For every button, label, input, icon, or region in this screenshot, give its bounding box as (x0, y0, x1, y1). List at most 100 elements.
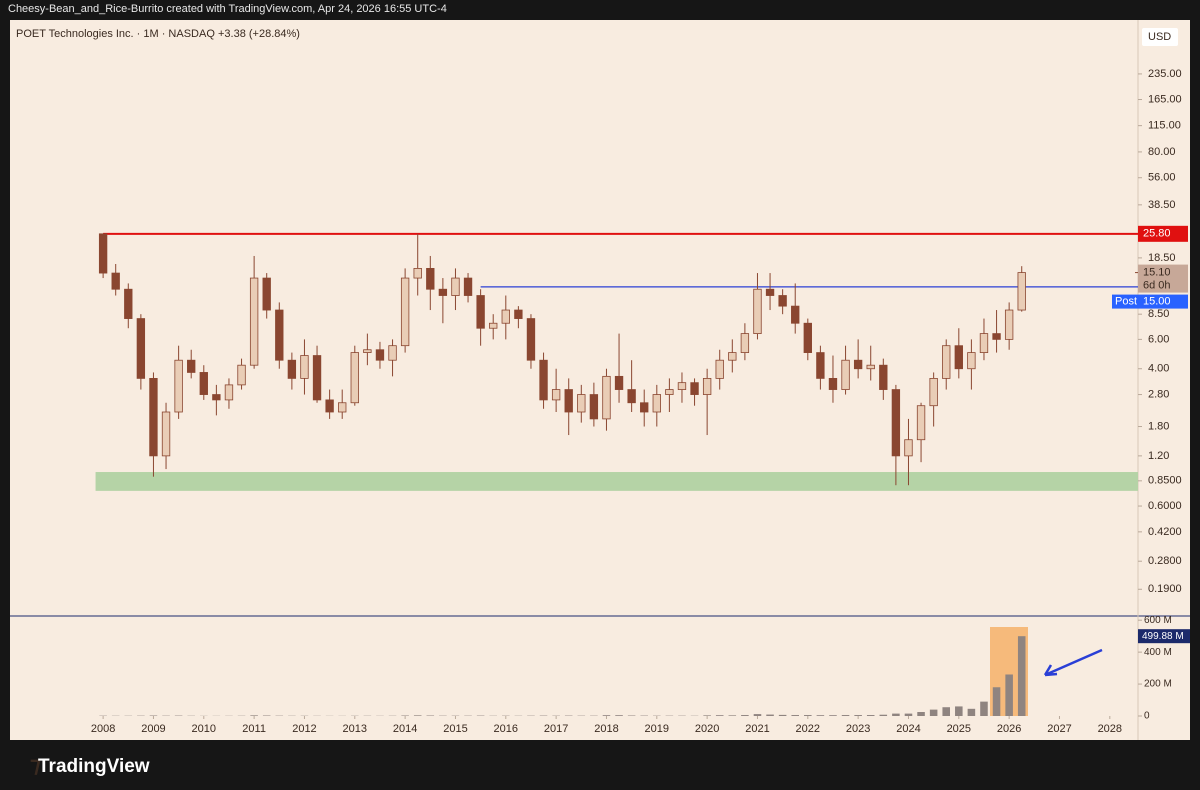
y-tick-label: 0.6000 (1148, 500, 1182, 512)
volume-bar (1005, 674, 1013, 716)
volume-bar (766, 714, 774, 716)
y-tick-label: 115.00 (1148, 120, 1181, 132)
volume-bar (791, 715, 799, 716)
volume-bar (715, 715, 724, 716)
candle-body (526, 318, 536, 361)
candle-body (1017, 272, 1026, 311)
candle-body (879, 364, 888, 390)
volume-bar (892, 713, 900, 716)
change: +3.38 (+28.84%) (218, 28, 300, 40)
y-tick-label: 165.00 (1148, 93, 1182, 105)
volume-bar (250, 715, 258, 716)
logo: ⁊ (30, 752, 41, 777)
volume-bar (804, 715, 812, 716)
candle-body (312, 355, 322, 401)
x-tick-label: 2018 (594, 723, 618, 735)
candle-body (212, 394, 221, 401)
candle-body (136, 318, 146, 379)
candle-body (501, 309, 510, 324)
x-tick-label: 2017 (544, 723, 568, 735)
v-tick-label: 600 M (1144, 615, 1172, 626)
candle-body (589, 394, 599, 420)
last-price-box (1138, 264, 1188, 293)
volume-bar (866, 715, 875, 716)
candle-body (992, 333, 1001, 340)
candle-body (715, 359, 724, 379)
candle-body (677, 382, 687, 390)
x-tick-label: 2020 (695, 723, 719, 735)
candle-body (828, 377, 838, 390)
y-tick-label: 38.50 (1148, 199, 1176, 211)
chart-title: POET Technologies Inc. · 1M · NASDAQ (16, 28, 215, 40)
candle-body (237, 364, 246, 386)
candle-body (363, 349, 372, 353)
candle-body (476, 295, 485, 329)
currency: USD (1148, 31, 1171, 43)
candle-body (388, 345, 397, 361)
candle-body (967, 352, 976, 370)
candle-body (262, 277, 271, 311)
volume-bar (879, 714, 888, 716)
candle-body (564, 389, 573, 413)
x-tick-label: 2026 (997, 723, 1021, 735)
candle-body (891, 389, 901, 457)
volume-bar (1017, 636, 1026, 716)
volume-bar (942, 707, 950, 716)
v-tick-label: 200 M (1144, 679, 1172, 690)
volume-bar (917, 712, 925, 716)
candle-body (489, 322, 498, 329)
volume-bar (753, 714, 762, 716)
candle-body (816, 352, 825, 379)
y-tick-label: 1.20 (1148, 450, 1169, 462)
volume-bar (816, 715, 825, 716)
volume-bar (992, 687, 1001, 716)
x-tick-label: 2022 (796, 723, 820, 735)
volume-bar (741, 715, 749, 716)
volume-bar (602, 715, 611, 716)
x-tick-label: 2010 (192, 723, 216, 735)
candle-body (614, 375, 624, 390)
support-zone (95, 472, 1138, 491)
candle-body (287, 359, 297, 379)
candle-body (539, 359, 548, 401)
candle-body (350, 352, 359, 404)
candle-body (1004, 309, 1014, 340)
volume-label: 499.88 M (1142, 631, 1184, 642)
currency-box (1142, 28, 1178, 46)
v-tick-label: 400 M (1144, 647, 1172, 658)
candle-body (161, 411, 171, 457)
candle-body (942, 345, 951, 379)
resistance-label: 25.80 (1143, 228, 1171, 240)
candle-body (916, 405, 926, 441)
candle-body (300, 355, 309, 379)
candle-body (740, 333, 750, 353)
footer: TradingView (38, 756, 150, 777)
x-tick-label: 2011 (242, 723, 266, 735)
y-tick-label: 4.00 (1148, 363, 1169, 375)
y-tick-label: 0.8500 (1148, 475, 1182, 487)
candle-body (577, 394, 586, 413)
arrow (1043, 648, 1103, 677)
candle-body (803, 322, 812, 353)
volume-bar (703, 715, 711, 716)
candle-body (400, 277, 410, 347)
x-tick-label: 2028 (1098, 723, 1122, 735)
y-tick-label: 0.2800 (1148, 555, 1182, 567)
x-tick-label: 2027 (1047, 723, 1071, 735)
volume-bar (929, 709, 938, 716)
last-price-label: 15.10 (1143, 266, 1171, 278)
y-tick-label: 80.00 (1148, 146, 1176, 158)
post-name: Post (1115, 295, 1137, 307)
x-tick-label: 2024 (896, 723, 920, 735)
candle-body (665, 389, 674, 395)
candle-body (124, 288, 133, 319)
candle-body (853, 359, 863, 370)
candle-body (224, 384, 234, 401)
volume-bar (413, 715, 422, 716)
candle-body (640, 402, 649, 413)
volume-bar (904, 713, 913, 716)
candle-body (426, 267, 435, 290)
candle-body (463, 277, 473, 296)
